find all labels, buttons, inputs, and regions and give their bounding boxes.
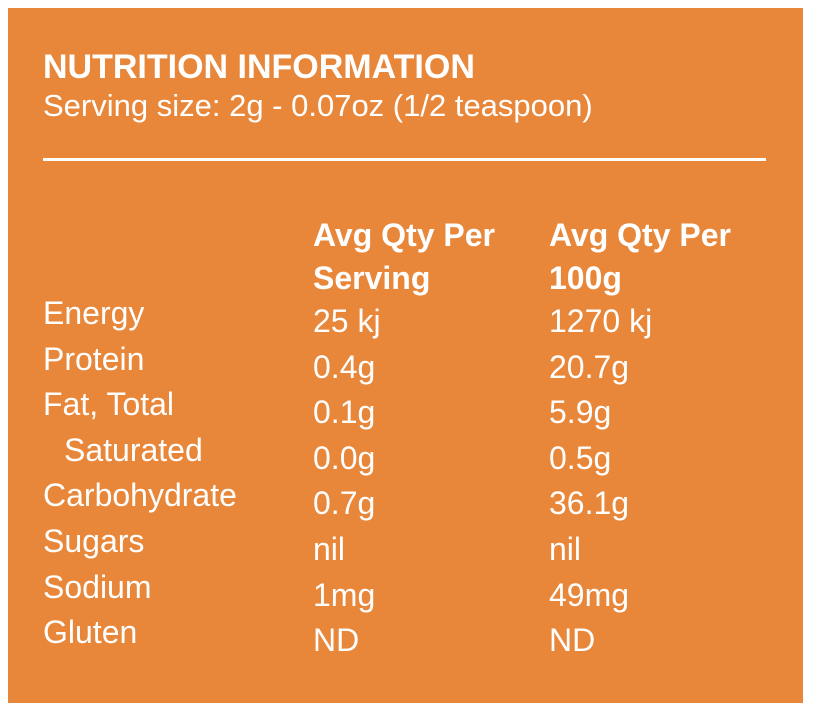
column-header: Avg Qty Per Serving	[313, 217, 495, 296]
row-label: Energy	[43, 295, 145, 331]
value: 0.4g	[313, 348, 376, 385]
value: 0.0g	[313, 439, 376, 476]
value: 49mg	[549, 576, 630, 613]
row-label: Sugars	[43, 523, 145, 559]
value: 20.7g	[549, 348, 630, 385]
value: 36.1g	[549, 485, 630, 522]
value: 0.1g	[313, 394, 376, 431]
subtitle: Serving size: 2g - 0.07oz (1/2 teaspoon)	[43, 88, 593, 123]
nutrition-panel: NUTRITION INFORMATION Serving size: 2g -…	[8, 8, 803, 703]
column-header: Avg Qty Per 100g	[549, 217, 731, 296]
row-label: Sodium	[43, 568, 152, 605]
value: 1mg	[313, 576, 376, 613]
row-label: Saturated	[64, 431, 203, 468]
value: ND	[549, 622, 596, 659]
value: 25 kj	[313, 303, 381, 339]
value: 0.7g	[313, 485, 376, 522]
divider	[43, 158, 766, 161]
row-label: Carbohydrate	[43, 477, 237, 514]
row-label: Fat, Total	[43, 386, 175, 423]
value: nil	[549, 531, 582, 567]
value: 0.5g	[549, 439, 612, 476]
value: ND	[313, 622, 360, 659]
value: nil	[313, 531, 346, 567]
title: NUTRITION INFORMATION	[43, 48, 475, 86]
row-label: Gluten	[43, 614, 138, 651]
value: 5.9g	[549, 394, 612, 431]
value: 1270 kj	[549, 303, 653, 339]
row-label: Protein	[43, 340, 145, 377]
